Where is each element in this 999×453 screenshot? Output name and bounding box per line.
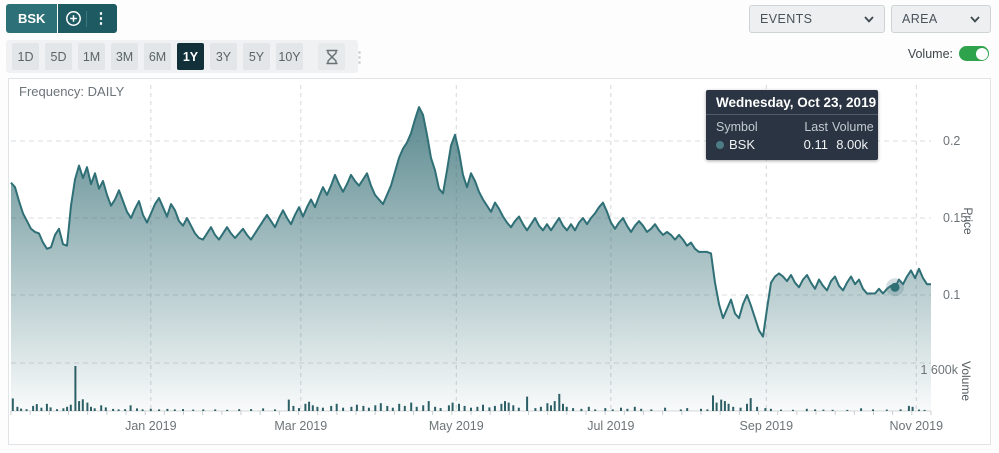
tooltip-col-last: Last: [804, 120, 828, 134]
range-button-1m[interactable]: 1M: [78, 43, 105, 70]
symbol-group: BSK ⋮: [6, 4, 118, 33]
range-button-1y[interactable]: 1Y: [177, 43, 204, 70]
range-button-1d[interactable]: 1D: [12, 43, 39, 70]
chart-type-dropdown[interactable]: AREA: [891, 5, 991, 33]
price-volume-chart[interactable]: 0.2 0.15 0.1 1 600k Jan 2019 Mar 2019 May 2019…: [9, 79, 990, 444]
price-axis-title: Price: [961, 207, 975, 235]
tooltip-volume-value: 8.00k: [836, 137, 868, 152]
crosshair-tooltip: Wednesday, Oct 23, 2019 Symbol Last Volu…: [706, 90, 878, 160]
symbol-button[interactable]: BSK: [6, 4, 58, 33]
volume-bars: [11, 366, 926, 412]
svg-text:0.2: 0.2: [943, 134, 960, 148]
tooltip-col-symbol: Symbol: [716, 120, 758, 134]
range-button-5d[interactable]: 5D: [45, 43, 72, 70]
svg-text:0.1: 0.1: [943, 288, 960, 302]
volume-toggle-label: Volume:: [907, 46, 953, 61]
svg-text:Mar 2019: Mar 2019: [274, 419, 327, 433]
events-dropdown[interactable]: EVENTS: [749, 5, 885, 33]
chevron-down-icon: [864, 15, 874, 23]
chevron-down-icon: [970, 15, 980, 23]
svg-text:Jan 2019: Jan 2019: [125, 419, 176, 433]
series-dot-icon: [716, 140, 724, 149]
add-symbol-icon[interactable]: [65, 10, 82, 27]
tooltip-symbol-value: BSK: [729, 137, 756, 152]
history-hourglass-button[interactable]: [318, 43, 345, 70]
toolbar-menu-icon[interactable]: ⋮: [352, 48, 367, 66]
svg-text:0.15: 0.15: [943, 211, 967, 225]
axis-tick-labels: 0.2 0.15 0.1 1 600k Jan 2019 Mar 2019 May 2019…: [125, 134, 967, 433]
symbol-menu-icon[interactable]: ⋮: [93, 10, 109, 27]
svg-text:Jul 2019: Jul 2019: [587, 419, 634, 433]
range-button-10y[interactable]: 10Y: [276, 43, 303, 70]
tooltip-last-value: 0.11: [803, 137, 828, 152]
frequency-label: Frequency: DAILY: [19, 84, 125, 99]
toggle-knob: [975, 47, 988, 60]
tooltip-col-volume: Volume: [832, 120, 874, 134]
volume-toggle[interactable]: [959, 46, 989, 61]
range-button-3y[interactable]: 3Y: [210, 43, 237, 70]
volume-axis-title: Volume: [959, 360, 973, 402]
svg-text:1 600k: 1 600k: [920, 363, 958, 377]
chart-type-dropdown-label: AREA: [902, 12, 938, 26]
top-bar: BSK ⋮ EVENTS AREA: [0, 0, 999, 38]
svg-text:May 2019: May 2019: [429, 419, 484, 433]
tooltip-body: Symbol Last Volume BSK 0.11 8.00k: [706, 115, 878, 160]
range-button-5y[interactable]: 5Y: [243, 43, 270, 70]
range-button-3m[interactable]: 3M: [111, 43, 138, 70]
highlight-dot[interactable]: [890, 282, 900, 292]
svg-text:Sep 2019: Sep 2019: [740, 419, 794, 433]
volume-toggle-group: Volume:: [908, 46, 989, 61]
range-button-6m[interactable]: 6M: [144, 43, 171, 70]
svg-text:Nov 2019: Nov 2019: [890, 419, 944, 433]
price-area-fill: [11, 107, 931, 411]
toolbar: 1D 5D 1M 3M 6M 1Y 3Y 5Y 10Y ⋮ Volume:: [0, 40, 999, 74]
tooltip-date: Wednesday, Oct 23, 2019: [706, 90, 878, 115]
symbol-tools: ⋮: [58, 4, 118, 33]
range-strip: 1D 5D 1M 3M 6M 1Y 3Y 5Y 10Y ⋮: [6, 40, 367, 73]
divider: [86, 10, 88, 27]
events-dropdown-label: EVENTS: [760, 12, 813, 26]
chart-panel: 0.2 0.15 0.1 1 600k Jan 2019 Mar 2019 May 2019…: [8, 78, 991, 445]
price-line-series: [10, 106, 931, 338]
